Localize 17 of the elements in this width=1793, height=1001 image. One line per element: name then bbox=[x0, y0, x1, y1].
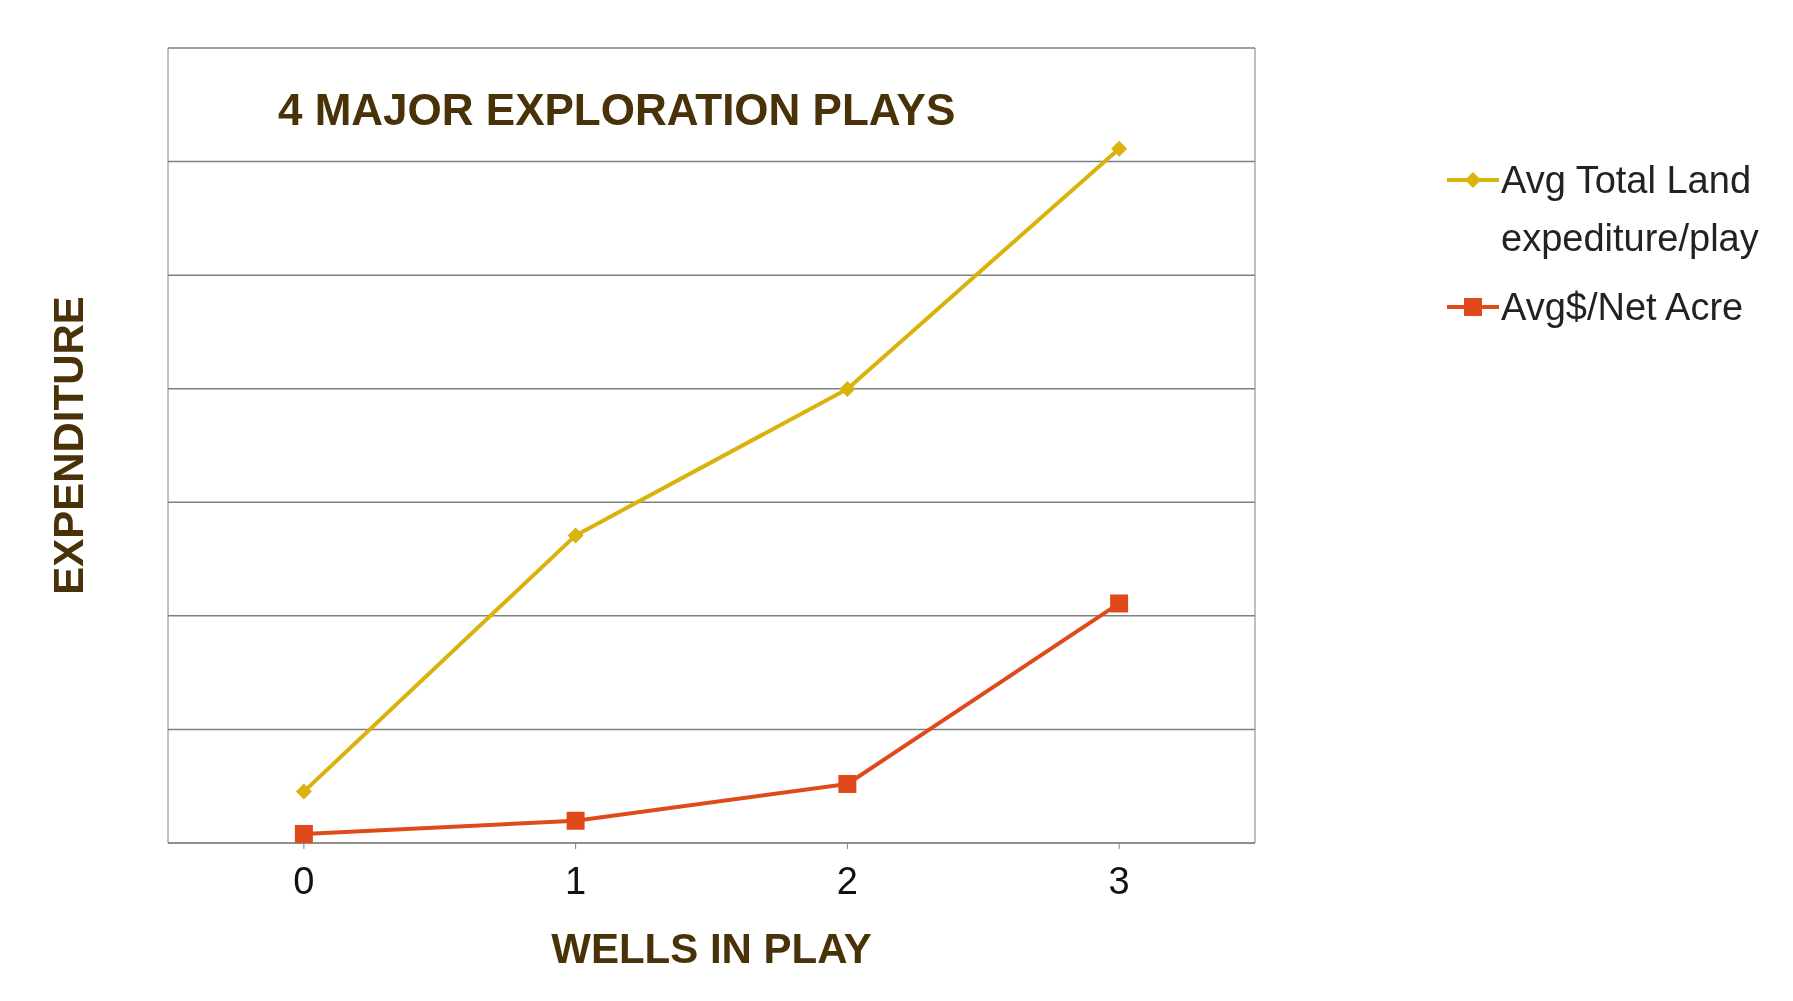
point bbox=[839, 380, 856, 397]
y-axis-title: EXPENDITURE bbox=[44, 296, 92, 595]
x-tick-label: 1 bbox=[565, 859, 587, 902]
legend-label: Avg Total Land expediture/play bbox=[1501, 158, 1760, 261]
point bbox=[1111, 140, 1128, 157]
x-tick-label: 2 bbox=[836, 859, 858, 902]
x-axis-title: WELLS IN PLAY bbox=[551, 925, 872, 972]
point bbox=[295, 783, 312, 800]
point bbox=[294, 824, 313, 843]
point bbox=[838, 774, 857, 793]
point bbox=[1110, 594, 1129, 613]
legend-label: Avg$/Net Acre bbox=[1501, 285, 1744, 330]
x-tick-label: 3 bbox=[1108, 859, 1130, 902]
x-tick-label: 0 bbox=[293, 859, 315, 902]
chart-title: 4 MAJOR EXPLORATION PLAYS bbox=[278, 85, 956, 134]
point bbox=[567, 527, 584, 544]
point bbox=[566, 811, 585, 830]
